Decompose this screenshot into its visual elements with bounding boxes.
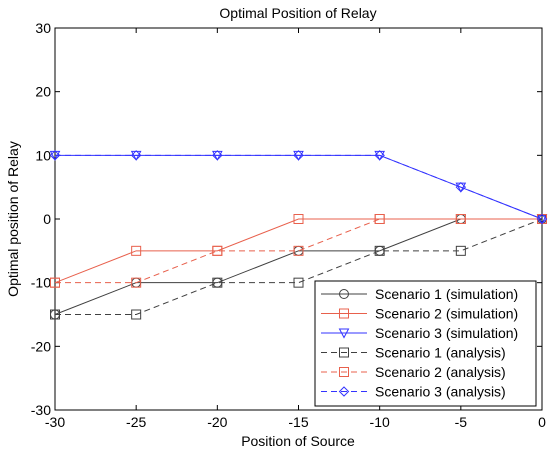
series-6 <box>49 150 548 225</box>
data-point <box>212 277 223 288</box>
x-axis-title: Position of Source <box>241 433 355 449</box>
data-point <box>339 289 349 299</box>
data-point <box>374 245 385 256</box>
legend-label: Scenario 1 (analysis) <box>375 345 506 361</box>
x-tick-label: -15 <box>288 414 308 430</box>
legend-box <box>314 280 537 407</box>
series-line <box>55 154 543 220</box>
series-line <box>55 218 543 315</box>
y-tick-label: -20 <box>31 338 51 354</box>
legend-item: Scenario 1 (simulation) <box>321 286 518 302</box>
data-point <box>338 386 350 397</box>
data-point <box>455 181 467 193</box>
data-point <box>212 150 223 161</box>
legend-item: Scenario 2 (analysis) <box>321 364 506 380</box>
data-point <box>455 214 466 224</box>
y-tick-label: -10 <box>31 275 51 291</box>
data-point <box>50 309 60 320</box>
data-point <box>293 150 304 161</box>
y-tick-label: -30 <box>31 402 51 418</box>
axis-ticks: -30 -25 -20 -15 -10 -5 0 -30 -20 -10 0 10 20 30 <box>31 20 546 430</box>
data-point <box>131 309 142 320</box>
chart-title: Optimal Position of Relay <box>219 5 376 21</box>
legend-label: Scenario 1 (simulation) <box>375 286 518 302</box>
legend-label: Scenario 2 (simulation) <box>375 306 518 322</box>
legend-label: Scenario 2 (analysis) <box>375 364 506 380</box>
legend-item: Scenario 2 (simulation) <box>321 306 518 322</box>
legend-item: Scenario 3 (simulation) <box>321 325 518 341</box>
data-point <box>338 328 350 339</box>
x-tick-label: -10 <box>370 414 390 430</box>
data-point <box>339 367 349 377</box>
legend-item: Scenario 3 (analysis) <box>321 384 506 400</box>
data-point <box>536 213 548 225</box>
data-point <box>293 214 304 224</box>
data-point <box>50 277 60 288</box>
data-point <box>339 347 349 358</box>
y-tick-label: 0 <box>43 211 51 227</box>
series-layer <box>49 150 548 320</box>
y-tick-label: 20 <box>35 84 51 100</box>
data-point <box>130 150 142 161</box>
legend-label: Scenario 3 (simulation) <box>375 325 518 341</box>
data-point <box>293 245 304 256</box>
series-4 <box>50 214 547 320</box>
series-line <box>54 218 542 284</box>
data-point <box>374 150 385 161</box>
data-point <box>374 214 385 224</box>
data-point <box>455 245 466 256</box>
x-tick-label: -20 <box>207 414 227 430</box>
x-tick-label: -25 <box>126 414 146 430</box>
legend: Scenario 1 (simulation) Scenario 2 (simul… <box>314 280 537 407</box>
data-point <box>339 308 349 319</box>
data-point <box>49 150 61 161</box>
y-axis-title: Optimal position of Relay <box>5 141 21 297</box>
data-point <box>131 245 142 256</box>
series-line <box>55 218 542 284</box>
legend-label: Scenario 3 (analysis) <box>375 384 506 400</box>
y-tick-label: 30 <box>35 20 51 36</box>
x-tick-label: -5 <box>455 414 468 430</box>
x-tick-label: -30 <box>45 414 65 430</box>
x-tick-label: 0 <box>538 414 546 430</box>
y-tick-label: 10 <box>35 147 51 163</box>
data-point <box>131 277 142 288</box>
data-point <box>212 245 223 256</box>
data-point <box>293 277 304 288</box>
legend-item: Scenario 1 (analysis) <box>321 345 506 361</box>
